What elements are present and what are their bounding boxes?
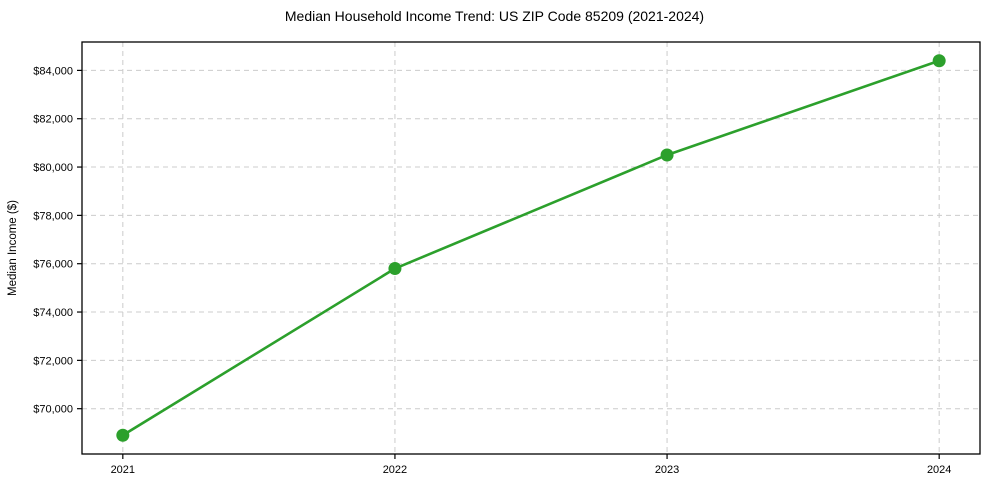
y-tick-label: $72,000 xyxy=(33,355,73,367)
plot-border xyxy=(81,41,981,455)
y-tick-label: $80,000 xyxy=(33,162,73,174)
data-point-2024 xyxy=(932,54,946,68)
x-tick-label: 2023 xyxy=(655,464,679,476)
y-tick-label: $82,000 xyxy=(33,114,73,126)
data-point-2022 xyxy=(388,262,402,276)
y-tick-label: $84,000 xyxy=(33,65,73,77)
x-tick-label: 2022 xyxy=(383,464,407,476)
y-axis-label: Median Income ($) xyxy=(7,200,19,296)
data-point-2023 xyxy=(660,148,674,162)
y-tick-label: $70,000 xyxy=(33,404,73,416)
chart-title: Median Household Income Trend: US ZIP Co… xyxy=(284,8,705,24)
y-tick-label: $76,000 xyxy=(33,259,73,271)
y-tick-label: $74,000 xyxy=(33,307,73,319)
data-point-2021 xyxy=(116,428,130,442)
x-tick-label: 2021 xyxy=(111,464,135,476)
y-tick-label: $78,000 xyxy=(33,210,73,222)
trend-line xyxy=(121,59,941,437)
x-tick-label: 2024 xyxy=(927,464,951,476)
